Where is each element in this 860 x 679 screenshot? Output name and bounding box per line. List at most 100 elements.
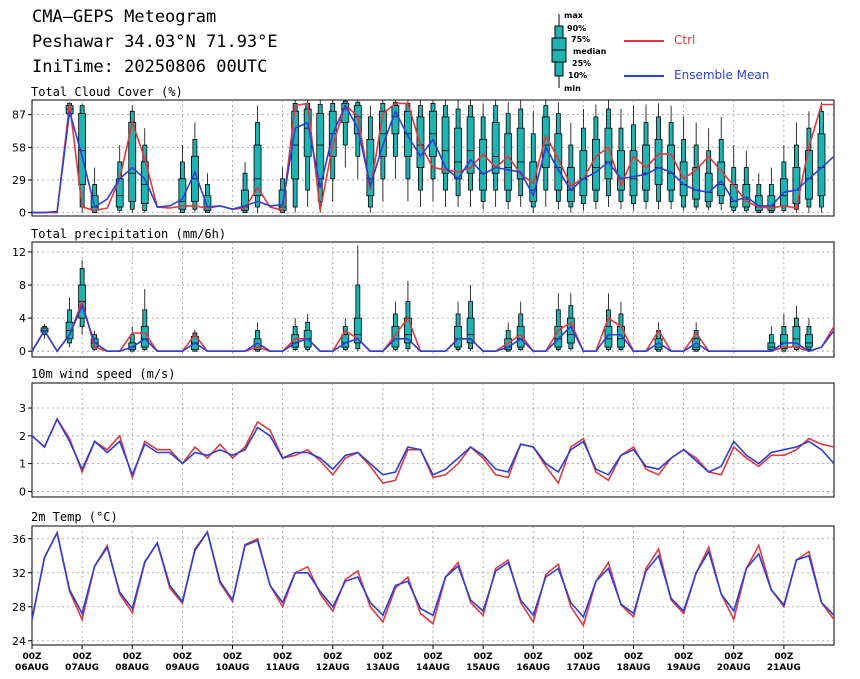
- y-tick-label: 28: [12, 601, 26, 614]
- box-inner: [754, 195, 763, 211]
- x-tick-label-date: 06AUG: [15, 663, 49, 673]
- box-inner: [792, 167, 801, 205]
- x-tick-label-date: 11AUG: [266, 663, 300, 673]
- box-inner: [692, 338, 701, 350]
- x-tick-label-time: 00Z: [423, 652, 443, 662]
- x-tick-label-time: 00Z: [574, 652, 594, 662]
- y-tick-label: 4: [19, 312, 26, 325]
- box-inner: [554, 133, 563, 191]
- box-inner: [353, 317, 362, 344]
- x-tick-label-date: 10AUG: [216, 663, 250, 673]
- key-label-p75: 75%: [571, 35, 591, 44]
- key-label-min: min: [564, 84, 581, 93]
- y-tick-label: 2: [19, 430, 26, 443]
- init-time-label: IniTime: 20250806 00UTC: [32, 57, 268, 77]
- panel-title-cloud-cover: Total Cloud Cover (%): [31, 85, 183, 99]
- y-tick-label: 29: [12, 174, 26, 187]
- box-inner: [479, 139, 488, 191]
- box-inner: [742, 184, 751, 208]
- y-tick-label: 1: [19, 458, 26, 471]
- key-label-max: max: [564, 11, 583, 20]
- y-tick-label: 0: [19, 207, 26, 220]
- x-tick-label-time: 00Z: [223, 652, 243, 662]
- box-inner: [466, 116, 475, 174]
- box-inner: [504, 133, 513, 191]
- x-tick-label-time: 00Z: [323, 652, 343, 662]
- x-tick-label-date: 16AUG: [516, 663, 550, 673]
- box-inner: [805, 334, 813, 348]
- ensemble-mean-line: [32, 103, 835, 214]
- y-tick-label: 0: [19, 345, 26, 358]
- x-tick-label-date: 21AUG: [767, 663, 801, 673]
- panel-title-precipitation: Total precipitation (mm/6h): [31, 227, 227, 241]
- x-tick-label-date: 15AUG: [466, 663, 500, 673]
- x-tick-label-date: 07AUG: [65, 663, 99, 673]
- y-tick-label: 3: [19, 402, 26, 415]
- box-inner: [241, 189, 249, 211]
- box-inner: [203, 195, 212, 211]
- box-inner: [316, 113, 325, 180]
- box-inner: [779, 334, 788, 350]
- ensemble-mean-line: [31, 303, 835, 353]
- x-tick-label-date: 20AUG: [717, 663, 751, 673]
- box-inner: [291, 334, 300, 348]
- y-tick-label: 87: [12, 109, 26, 122]
- box-inner: [441, 116, 450, 174]
- box-inner: [704, 172, 713, 202]
- x-tick-label-date: 17AUG: [566, 663, 600, 673]
- legend-mean-label: Ensemble Mean: [674, 68, 770, 82]
- x-tick-label-time: 00Z: [524, 652, 544, 662]
- x-tick-label-date: 12AUG: [316, 663, 350, 673]
- y-tick-label: 0: [19, 485, 26, 498]
- box-inner: [253, 338, 262, 350]
- x-tick-label-date: 13AUG: [366, 663, 400, 673]
- box-inner: [466, 317, 475, 344]
- x-tick-label-time: 00Z: [173, 652, 193, 662]
- box-inner: [692, 167, 701, 200]
- box-inner: [592, 139, 600, 191]
- x-tick-label-time: 00Z: [373, 652, 393, 662]
- panel-title-wind-speed: 10m wind speed (m/s): [31, 367, 176, 381]
- x-tick-label-date: 18AUG: [617, 663, 651, 673]
- box-inner: [654, 338, 663, 350]
- location-label: Peshawar 34.03°N 71.93°E: [32, 32, 278, 52]
- y-tick-label: 12: [12, 246, 26, 259]
- box-inner: [604, 127, 613, 180]
- box-inner: [604, 325, 613, 348]
- y-tick-label: 24: [12, 635, 26, 648]
- x-tick-label-time: 00Z: [273, 652, 293, 662]
- ensemble-mean-line: [31, 530, 835, 620]
- box-inner: [516, 127, 525, 180]
- box-inner: [140, 161, 149, 205]
- x-tick-label-time: 00Z: [674, 652, 694, 662]
- x-tick-label-time: 00Z: [73, 652, 93, 662]
- x-tick-label-date: 19AUG: [667, 663, 701, 673]
- box-inner: [253, 144, 262, 197]
- box-outer: [342, 100, 348, 146]
- box-inner: [617, 150, 625, 191]
- y-tick-label: 32: [12, 567, 26, 580]
- x-tick-label-date: 09AUG: [165, 663, 199, 673]
- box-inner: [767, 342, 776, 350]
- key-label-p90: 90%: [567, 24, 587, 33]
- y-tick-label: 58: [12, 141, 26, 154]
- box-inner: [454, 325, 462, 348]
- key-label-p25: 25%: [572, 59, 592, 68]
- x-tick-label-time: 00Z: [724, 652, 744, 662]
- panel-title-temperature: 2m Temp (°C): [31, 510, 118, 524]
- x-tick-label-time: 00Z: [774, 652, 794, 662]
- y-tick-label: 8: [19, 279, 26, 292]
- box-inner: [491, 122, 500, 174]
- panel-frame: [31, 241, 835, 358]
- box-inner: [391, 325, 400, 348]
- box-inner: [717, 161, 726, 197]
- box-inner: [667, 144, 675, 191]
- y-tick-label: 36: [12, 533, 26, 546]
- x-tick-label-time: 00Z: [624, 652, 644, 662]
- x-tick-label-date: 14AUG: [416, 663, 450, 673]
- x-tick-label-time: 00Z: [474, 652, 494, 662]
- box-inner: [341, 334, 350, 348]
- ensemble-mean-line: [31, 417, 835, 477]
- ctrl-line: [32, 102, 834, 214]
